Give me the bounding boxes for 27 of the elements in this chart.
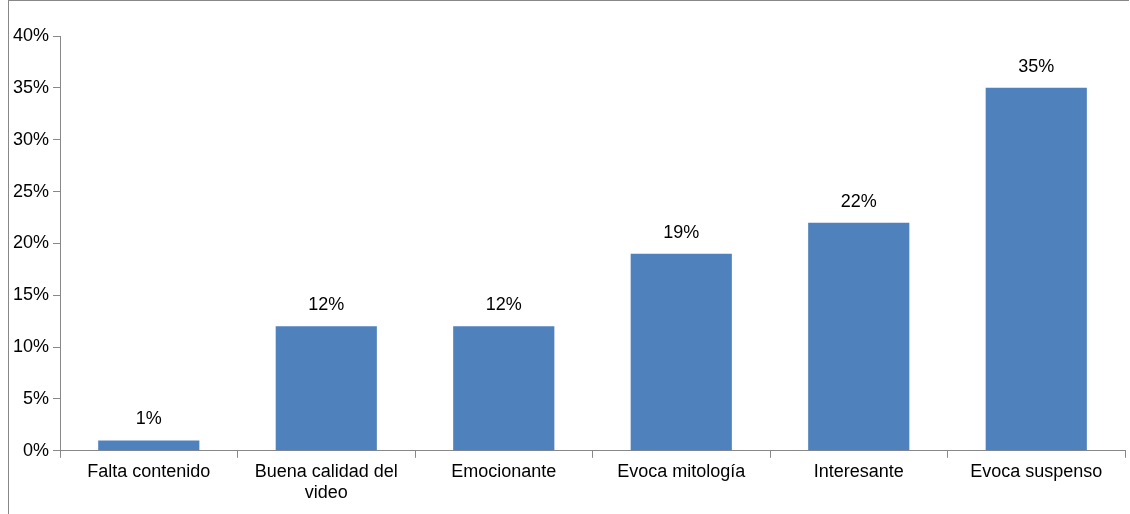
x-tick-label: Falta contenido	[87, 460, 211, 481]
data-label: 12%	[485, 294, 522, 315]
y-tick-label: 20%	[13, 232, 50, 253]
y-tick-label: 30%	[13, 128, 50, 149]
bar	[98, 440, 200, 451]
x-tick-label: Evoca suspenso	[970, 460, 1103, 481]
bar	[985, 87, 1087, 451]
x-tick-label: Interesante	[813, 460, 904, 481]
x-tick-label: Buena calidad del video	[254, 460, 398, 503]
y-tick-label: 0%	[23, 439, 50, 460]
y-tick-label: 10%	[13, 336, 50, 357]
x-tick-label: Emocionante	[451, 460, 557, 481]
x-tick-label: Evoca mitología	[617, 460, 747, 481]
y-tick-label: 40%	[13, 24, 50, 45]
y-tick-label: 25%	[13, 180, 50, 201]
bar	[808, 222, 910, 451]
data-label: 1%	[135, 408, 162, 429]
data-label: 35%	[1018, 55, 1055, 76]
data-label: 19%	[663, 221, 700, 242]
bar	[630, 253, 732, 451]
bar	[453, 326, 555, 451]
bar	[275, 326, 377, 451]
data-label: 12%	[308, 294, 345, 315]
y-tick-label: 5%	[23, 387, 50, 408]
y-tick-label: 15%	[13, 284, 50, 305]
data-label: 22%	[840, 190, 877, 211]
y-tick-label: 35%	[13, 76, 50, 97]
